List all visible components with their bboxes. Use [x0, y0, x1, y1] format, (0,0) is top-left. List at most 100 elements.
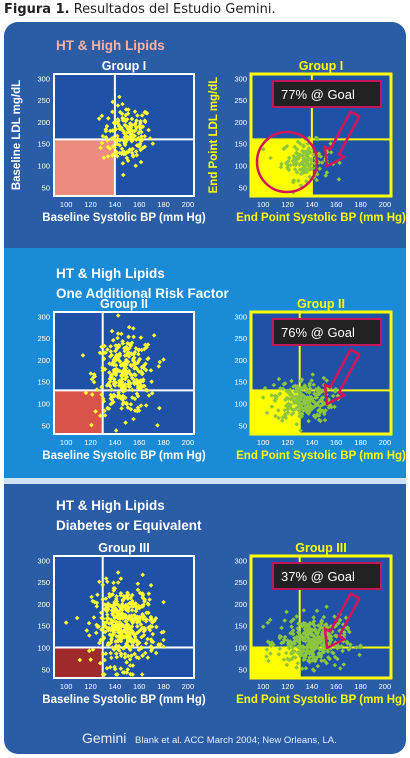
scatter-point	[296, 393, 302, 399]
scatter-point	[330, 393, 336, 399]
x-tick-label: 180	[157, 200, 170, 209]
scatter-point	[314, 630, 319, 636]
y-tick-label: 150	[234, 622, 247, 631]
scatter-point	[295, 626, 301, 631]
scatter-point	[123, 420, 128, 425]
y-tick-label: 300	[234, 556, 247, 565]
scatter-point	[138, 379, 143, 385]
scatter-point	[301, 653, 307, 658]
x-tick-label: 100	[257, 438, 270, 447]
scatter-point	[282, 618, 288, 623]
scatter-point	[129, 387, 135, 393]
footer-brand: Gemini	[82, 730, 126, 746]
plot-frame	[53, 555, 195, 679]
scatter-point	[296, 621, 302, 627]
scatter-point	[332, 404, 337, 410]
scatter-point	[283, 160, 289, 166]
y-tick-label: 150	[234, 140, 247, 149]
scatter-point	[286, 645, 292, 651]
scatter-point	[319, 395, 325, 401]
scatter-point	[260, 624, 266, 629]
scatter-point	[265, 639, 271, 645]
scatter-point	[303, 665, 309, 671]
goal-callout-box	[272, 318, 382, 346]
scatter-point	[142, 133, 147, 139]
band-divider	[4, 478, 406, 484]
y-axis-label: Baseline LDL mg/dL	[11, 80, 23, 190]
scatter-point	[289, 378, 294, 384]
section-title-2: HT & High Lipids One Additional Risk Fact…	[56, 266, 230, 301]
group-label: Group II	[297, 297, 345, 311]
group-label: Group III	[98, 541, 149, 555]
x-tick-label: 120	[281, 438, 294, 447]
scatter-point	[306, 640, 312, 646]
scatter-point	[297, 152, 303, 157]
scatter-point	[284, 388, 290, 394]
x-tick-label: 180	[354, 438, 367, 447]
x-axis-label: End Point Systolic BP (mm Hg)	[236, 212, 406, 224]
scatter-point	[123, 372, 129, 377]
y-tick-label: 200	[37, 118, 50, 127]
scatter-point	[120, 339, 125, 344]
scatter-point	[307, 659, 312, 665]
scatter-point	[283, 650, 289, 656]
scatter-point	[301, 608, 307, 613]
scatter-point	[311, 618, 317, 624]
scatter-point	[324, 378, 329, 383]
scatter-point	[298, 649, 304, 655]
scatter-point	[294, 665, 299, 670]
scatter-point	[304, 397, 310, 402]
scatter-point	[291, 384, 296, 389]
x-axis-label: Baseline Systolic BP (mm Hg)	[42, 450, 206, 462]
x-tick-label: 200	[379, 438, 392, 447]
scatter-point	[285, 656, 290, 661]
x-tick-label: 200	[182, 682, 195, 691]
scatter-point	[341, 632, 347, 638]
scatter-point	[294, 421, 299, 427]
scatter-point	[138, 120, 143, 126]
x-axis-label: Baseline Systolic BP (mm Hg)	[42, 694, 206, 706]
x-tick-label: 160	[330, 200, 343, 209]
x-tick-label: 140	[306, 682, 319, 691]
scatter-point	[276, 408, 281, 413]
scatter-point	[115, 331, 121, 336]
scatter-point	[122, 353, 128, 358]
scatter-point	[319, 619, 324, 624]
x-tick-label: 200	[379, 682, 392, 691]
y-tick-label: 250	[234, 96, 247, 105]
x-tick-label: 100	[60, 438, 73, 447]
scatter-point	[262, 385, 268, 391]
x-tick-label: 100	[257, 682, 270, 691]
goal-callout-text: 37% @ Goal	[281, 569, 355, 584]
scatter-point	[138, 126, 143, 131]
scatter-point	[113, 357, 119, 362]
scatter-point	[117, 126, 123, 132]
scatter-point	[314, 177, 320, 183]
y-tick-label: 150	[37, 622, 50, 631]
scatter-point	[314, 391, 320, 397]
scatter-point	[295, 644, 301, 650]
scatter-point	[290, 645, 295, 650]
plot-2-endpoint: 50 100 150 200 250 300 100 120 140 160 180 200 End P…	[234, 297, 406, 462]
x-tick-label: 180	[157, 438, 170, 447]
y-tick-label: 50	[42, 665, 50, 674]
scatter-point	[288, 619, 294, 624]
x-tick-label: 160	[133, 200, 146, 209]
scatter-point	[306, 418, 311, 424]
scatter-point	[283, 397, 288, 403]
scatter-point	[265, 620, 271, 626]
scatter-point	[140, 145, 146, 151]
scatter-point	[124, 345, 130, 351]
x-tick-label: 120	[281, 682, 294, 691]
scatter-point	[276, 415, 281, 421]
scatter-point	[143, 403, 149, 408]
scatter-point	[303, 404, 308, 410]
scatter-point	[291, 640, 296, 645]
group-label: Group II	[100, 297, 148, 311]
y-tick-label: 250	[37, 334, 50, 343]
scatter-point	[149, 390, 155, 396]
scatter-point	[130, 132, 135, 137]
scatter-point	[117, 143, 122, 148]
scatter-point	[121, 172, 126, 178]
scatter-point	[98, 413, 103, 419]
